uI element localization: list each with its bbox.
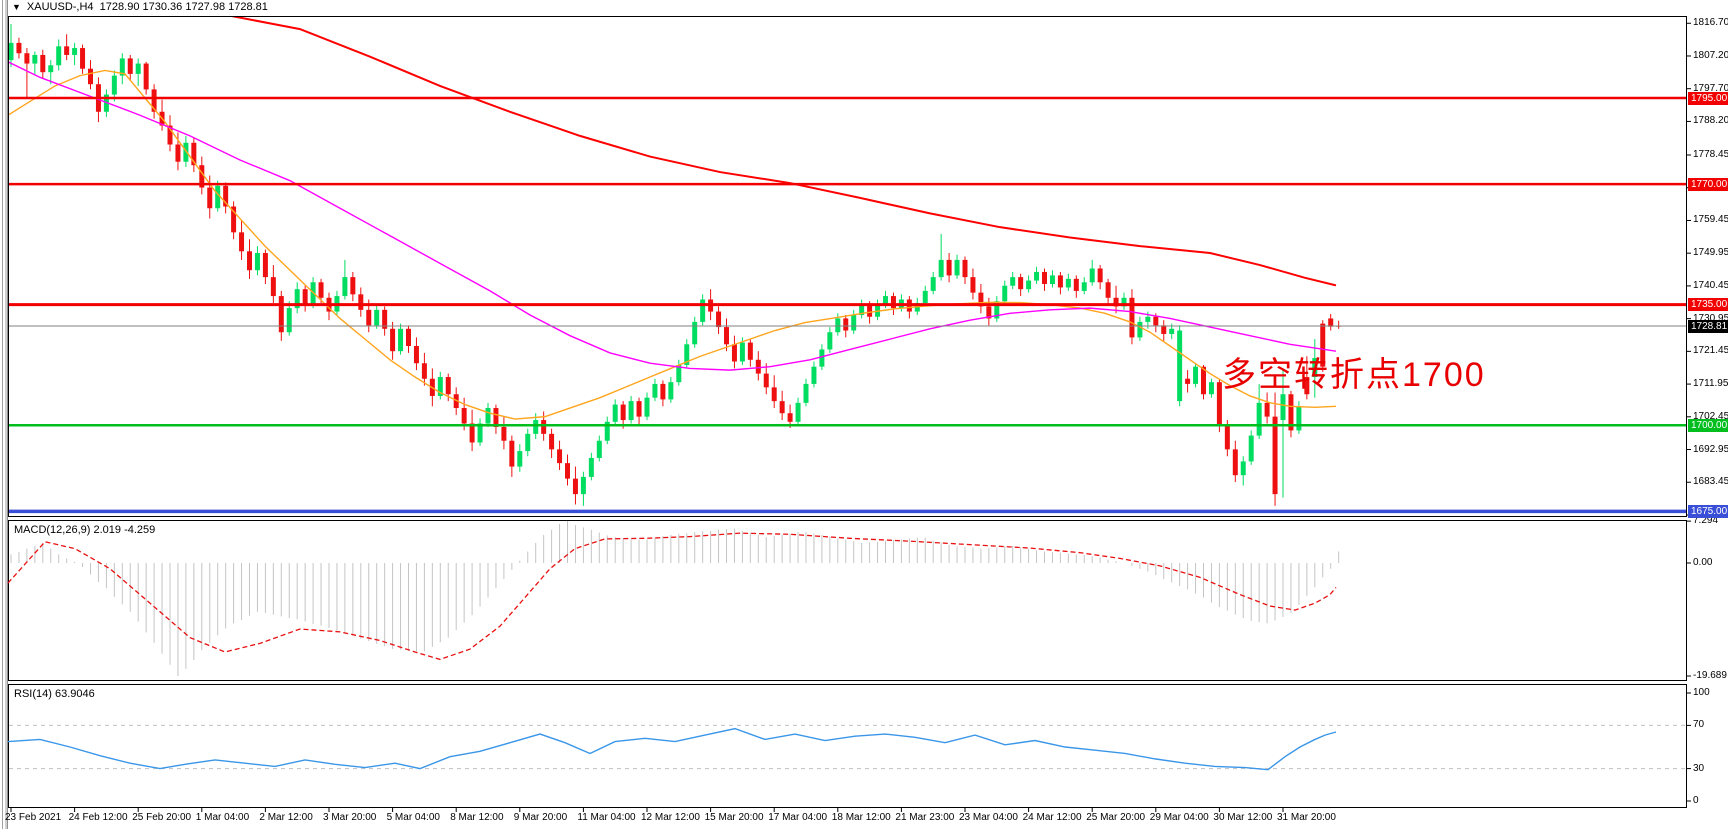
time-axis-label: 9 Mar 20:00 bbox=[513, 812, 568, 823]
time-axis-label: 11 Mar 04:00 bbox=[577, 812, 636, 823]
time-axis-label: 23 Mar 04:00 bbox=[959, 812, 1018, 823]
level-price-badge: 1735.00 bbox=[1688, 298, 1728, 312]
level-price-badge: 1770.00 bbox=[1688, 177, 1728, 191]
price-tick-label: 1778.45 bbox=[1693, 149, 1728, 160]
level-price-badge: 1700.00 bbox=[1688, 418, 1728, 432]
price-tick-label: 1711.95 bbox=[1693, 378, 1728, 390]
price-tick-label: 1721.45 bbox=[1693, 345, 1728, 357]
time-axis-label: 2 Mar 12:00 bbox=[259, 812, 313, 823]
time-axis-label: 5 Mar 04:00 bbox=[386, 812, 440, 823]
chevron-down-icon[interactable]: ▼ bbox=[12, 2, 21, 12]
macd-tick-label: 0.00 bbox=[1693, 557, 1713, 568]
rsi-indicator-label: RSI(14) 63.9046 bbox=[14, 688, 95, 700]
level-price-badge: 1675.00 bbox=[1688, 504, 1728, 518]
price-tick-label: 1759.45 bbox=[1693, 214, 1728, 226]
time-axis-label: 3 Mar 20:00 bbox=[323, 812, 377, 823]
time-axis-label: 21 Mar 23:00 bbox=[895, 812, 955, 823]
price-tick-label: 1807.20 bbox=[1693, 49, 1728, 61]
time-axis-label: 29 Mar 04:00 bbox=[1149, 812, 1209, 823]
quote-close: 1728.81 bbox=[228, 1, 268, 13]
macd-panel[interactable] bbox=[8, 520, 1687, 681]
price-tick-label: 1816.70 bbox=[1693, 17, 1728, 29]
quote-high: 1730.36 bbox=[142, 1, 183, 13]
price-chart-panel[interactable] bbox=[8, 16, 1687, 517]
time-axis-label: 24 Feb 12:00 bbox=[68, 812, 128, 823]
rsi-tick-label: 100 bbox=[1693, 687, 1710, 698]
level-price-badge: 1795.00 bbox=[1688, 91, 1728, 105]
time-axis-label: 25 Mar 20:00 bbox=[1086, 812, 1146, 823]
price-tick-label: 1683.45 bbox=[1693, 476, 1728, 488]
price-tick-label: 1692.95 bbox=[1693, 443, 1728, 455]
macd-indicator-label: MACD(12,26,9) 2.019 -4.259 bbox=[14, 524, 155, 536]
price-tick-label: 1788.20 bbox=[1693, 115, 1728, 127]
macd-name: MACD(12,26,9) bbox=[14, 524, 91, 536]
time-axis-label: 18 Mar 12:00 bbox=[831, 812, 891, 823]
price-tick-label: 1749.95 bbox=[1693, 247, 1728, 259]
macd-signal-value: -4.259 bbox=[124, 524, 156, 536]
time-axis-label: 31 Mar 20:00 bbox=[1277, 812, 1336, 823]
time-axis-label: 1 Mar 04:00 bbox=[195, 812, 250, 823]
rsi-tick-label: 0 bbox=[1693, 795, 1699, 806]
macd-tick-label: -19.689 bbox=[1693, 670, 1727, 681]
rsi-value: 63.9046 bbox=[54, 688, 95, 700]
macd-main-value: 2.019 bbox=[93, 524, 122, 536]
price-tick-label: 1797.70 bbox=[1693, 82, 1728, 94]
quote-low: 1727.98 bbox=[185, 1, 226, 13]
rsi-tick-label: 70 bbox=[1693, 719, 1705, 731]
symbol-quote-bar: ▼ XAUUSD-,H4 1728.90 1730.36 1727.98 1728… bbox=[12, 1, 268, 13]
price-tick-label: 1740.45 bbox=[1693, 279, 1728, 291]
time-axis-label: 30 Mar 12:00 bbox=[1213, 812, 1273, 823]
time-axis-label: 8 Mar 12:00 bbox=[450, 812, 504, 823]
rsi-tick-label: 30 bbox=[1693, 762, 1705, 774]
time-axis-label: 12 Mar 12:00 bbox=[641, 812, 700, 823]
time-axis-label: 24 Mar 12:00 bbox=[1022, 812, 1082, 823]
symbol-period-label: XAUUSD-,H4 bbox=[26, 1, 94, 13]
window-left-border bbox=[0, 0, 8, 829]
chart-annotation-text: 多空转折点1700 bbox=[1222, 356, 1486, 394]
current-price-badge: 1728.81 bbox=[1688, 319, 1728, 333]
price-tick-label: 1730.95 bbox=[1693, 312, 1728, 324]
macd-tick-label: 7.294 bbox=[1693, 515, 1719, 527]
price-tick-label: 1702.45 bbox=[1693, 410, 1728, 422]
rsi-panel[interactable] bbox=[8, 684, 1687, 808]
quote-open: 1728.90 bbox=[99, 1, 140, 13]
time-axis-label: 15 Mar 20:00 bbox=[704, 812, 764, 823]
time-axis-label: 17 Mar 04:00 bbox=[768, 812, 828, 823]
time-axis-label: 25 Feb 20:00 bbox=[132, 812, 192, 823]
rsi-name: RSI(14) bbox=[14, 688, 52, 700]
time-axis-label: 23 Feb 2021 bbox=[5, 812, 62, 823]
